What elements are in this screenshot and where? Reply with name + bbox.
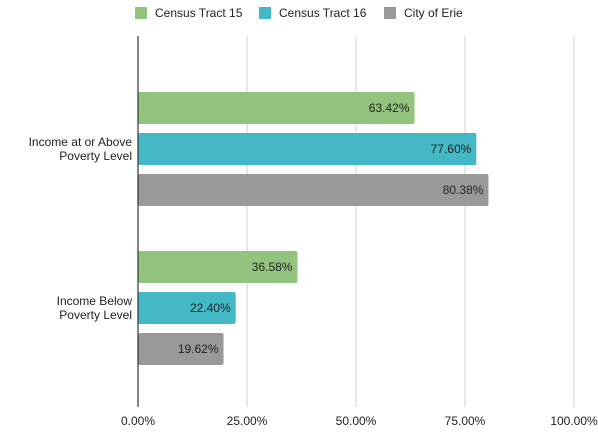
legend-label: Census Tract 16 — [279, 6, 367, 20]
bar — [138, 292, 236, 324]
legend-swatch — [259, 7, 271, 19]
label-layer: 63.42% 77.60% 80.38% 36.58% 22.40% 19.62% — [178, 101, 484, 356]
legend-label: City of Erie — [404, 6, 463, 20]
bar — [138, 333, 224, 365]
category-label: Poverty Level — [59, 149, 132, 163]
data-label: 63.42% — [369, 101, 410, 115]
data-label: 77.60% — [431, 142, 472, 156]
legend-swatch — [135, 7, 147, 19]
x-tick-label: 100.00% — [550, 414, 598, 428]
axis-layer: 0.00% 25.00% 50.00% 75.00% 100.00% Income at … — [29, 36, 598, 428]
bar-layer — [138, 92, 489, 365]
x-tick-label: 0.00% — [121, 414, 155, 428]
bar — [138, 251, 298, 283]
category-label: Poverty Level — [59, 308, 132, 322]
grid-layer — [246, 36, 575, 407]
legend-swatch — [384, 7, 396, 19]
data-label: 22.40% — [190, 301, 231, 315]
category-label: Income Below — [57, 294, 133, 308]
x-tick-label: 75.00% — [445, 414, 486, 428]
legend-label: Census Tract 15 — [155, 6, 243, 20]
legend: Census Tract 15 Census Tract 16 City of Er… — [135, 6, 463, 20]
x-tick-label: 50.00% — [336, 414, 377, 428]
x-tick-label: 25.00% — [227, 414, 268, 428]
data-label: 80.38% — [443, 183, 484, 197]
data-label: 36.58% — [252, 260, 293, 274]
bar — [138, 133, 477, 165]
data-label: 19.62% — [178, 342, 219, 356]
bar — [138, 92, 415, 124]
category-label: Income at or Above — [29, 135, 133, 149]
bar — [138, 174, 489, 206]
